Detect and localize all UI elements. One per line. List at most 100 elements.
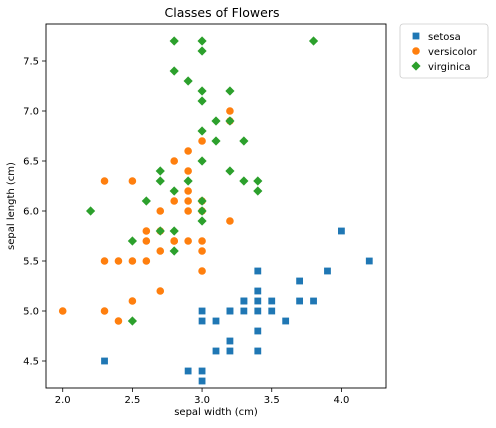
series-layer (58, 36, 373, 385)
setosa-point (226, 347, 234, 355)
virginica-point (197, 36, 207, 46)
series-virginica (85, 36, 319, 326)
setosa-point (254, 287, 262, 295)
versicolor-point (114, 257, 123, 265)
versicolor-point (58, 307, 67, 315)
setosa-point (212, 317, 220, 325)
setosa-point (254, 347, 262, 355)
versicolor-point (170, 197, 178, 205)
y-tick-label: 4.5 (23, 357, 39, 368)
virginica-point (225, 166, 235, 176)
versicolor-point (156, 247, 165, 255)
y-tick-label: 5.0 (23, 307, 39, 318)
virginica-point (197, 96, 207, 106)
versicolor-point (100, 177, 109, 185)
setosa-point (324, 267, 331, 275)
setosa-point (212, 347, 220, 355)
virginica-point (127, 236, 137, 246)
setosa-point (296, 277, 304, 285)
x-tick-label: 2.5 (124, 395, 140, 406)
legend-box (399, 23, 489, 79)
versicolor-point (128, 257, 137, 265)
virginica-point (197, 216, 207, 226)
virginica-point (169, 226, 179, 236)
setosa-point (254, 267, 262, 275)
virginica-point (155, 166, 165, 176)
versicolor-point (142, 237, 151, 245)
versicolor-point (170, 237, 178, 245)
virginica-point (127, 316, 137, 326)
axes-frame (45, 23, 387, 389)
virginica-point (197, 86, 207, 96)
setosa-point (310, 297, 317, 305)
versicolor-point (156, 287, 165, 295)
versicolor-point (184, 237, 192, 245)
versicolor-point (128, 177, 137, 185)
y-tick-label: 7.0 (23, 107, 39, 118)
virginica-point (169, 246, 179, 256)
setosa-point (254, 307, 262, 315)
plot-area: 2.0 2.5 3.0 3.5 4.0 4.5 5.0 5.5 6.0 6.5 7.0 7.5 (23, 23, 387, 406)
y-axis-ticks: 4.5 5.0 5.5 6.0 6.5 7.0 7.5 (23, 57, 46, 368)
virginica-point (183, 76, 193, 86)
versicolor-point (198, 237, 206, 245)
setosa-point (296, 297, 304, 305)
versicolor-point (198, 247, 206, 255)
versicolor-point (156, 207, 165, 215)
y-tick-label: 6.0 (23, 207, 39, 218)
setosa-point (254, 297, 262, 305)
setosa-point (226, 307, 234, 315)
setosa-point (198, 377, 206, 385)
virginica-point (253, 186, 263, 196)
versicolor-point (128, 297, 137, 305)
legend-marker-versicolor (412, 47, 420, 55)
versicolor-point (184, 207, 192, 215)
setosa-point (240, 307, 248, 315)
versicolor-point (184, 187, 192, 195)
versicolor-point (198, 137, 206, 145)
versicolor-point (198, 267, 206, 275)
x-tick-label: 3.0 (194, 395, 210, 406)
versicolor-point (142, 257, 151, 265)
versicolor-point (100, 257, 109, 265)
versicolor-point (114, 317, 123, 325)
y-axis-label: sepal length (cm) (6, 162, 17, 250)
versicolor-point (226, 107, 234, 115)
virginica-point (155, 226, 165, 236)
series-setosa (101, 227, 373, 385)
virginica-point (169, 186, 179, 196)
virginica-point (211, 136, 221, 146)
virginica-point (183, 176, 193, 186)
setosa-point (184, 367, 192, 375)
setosa-point (338, 227, 345, 235)
setosa-point (268, 307, 276, 315)
virginica-point (197, 206, 207, 216)
virginica-point (211, 116, 221, 126)
virginica-point (225, 86, 235, 96)
setosa-point (198, 317, 206, 325)
setosa-point (198, 367, 206, 375)
virginica-point (197, 156, 207, 166)
setosa-point (198, 307, 206, 315)
versicolor-point (100, 307, 109, 315)
versicolor-point (142, 227, 151, 235)
legend-label-setosa: setosa (428, 32, 461, 43)
virginica-point (155, 176, 165, 186)
setosa-point (226, 337, 234, 345)
virginica-point (239, 176, 249, 186)
setosa-point (268, 297, 276, 305)
virginica-point (169, 36, 179, 46)
versicolor-point (184, 167, 192, 175)
legend: setosa versicolor virginica (399, 23, 489, 79)
legend-label-virginica: virginica (428, 62, 471, 73)
legend-marker-setosa (412, 32, 420, 40)
virginica-point (141, 196, 151, 206)
x-tick-label: 3.5 (264, 395, 280, 406)
virginica-point (253, 176, 263, 186)
versicolor-point (170, 157, 178, 165)
y-tick-label: 6.5 (23, 157, 39, 168)
x-tick-label: 2.0 (55, 395, 71, 406)
versicolor-point (226, 217, 234, 225)
